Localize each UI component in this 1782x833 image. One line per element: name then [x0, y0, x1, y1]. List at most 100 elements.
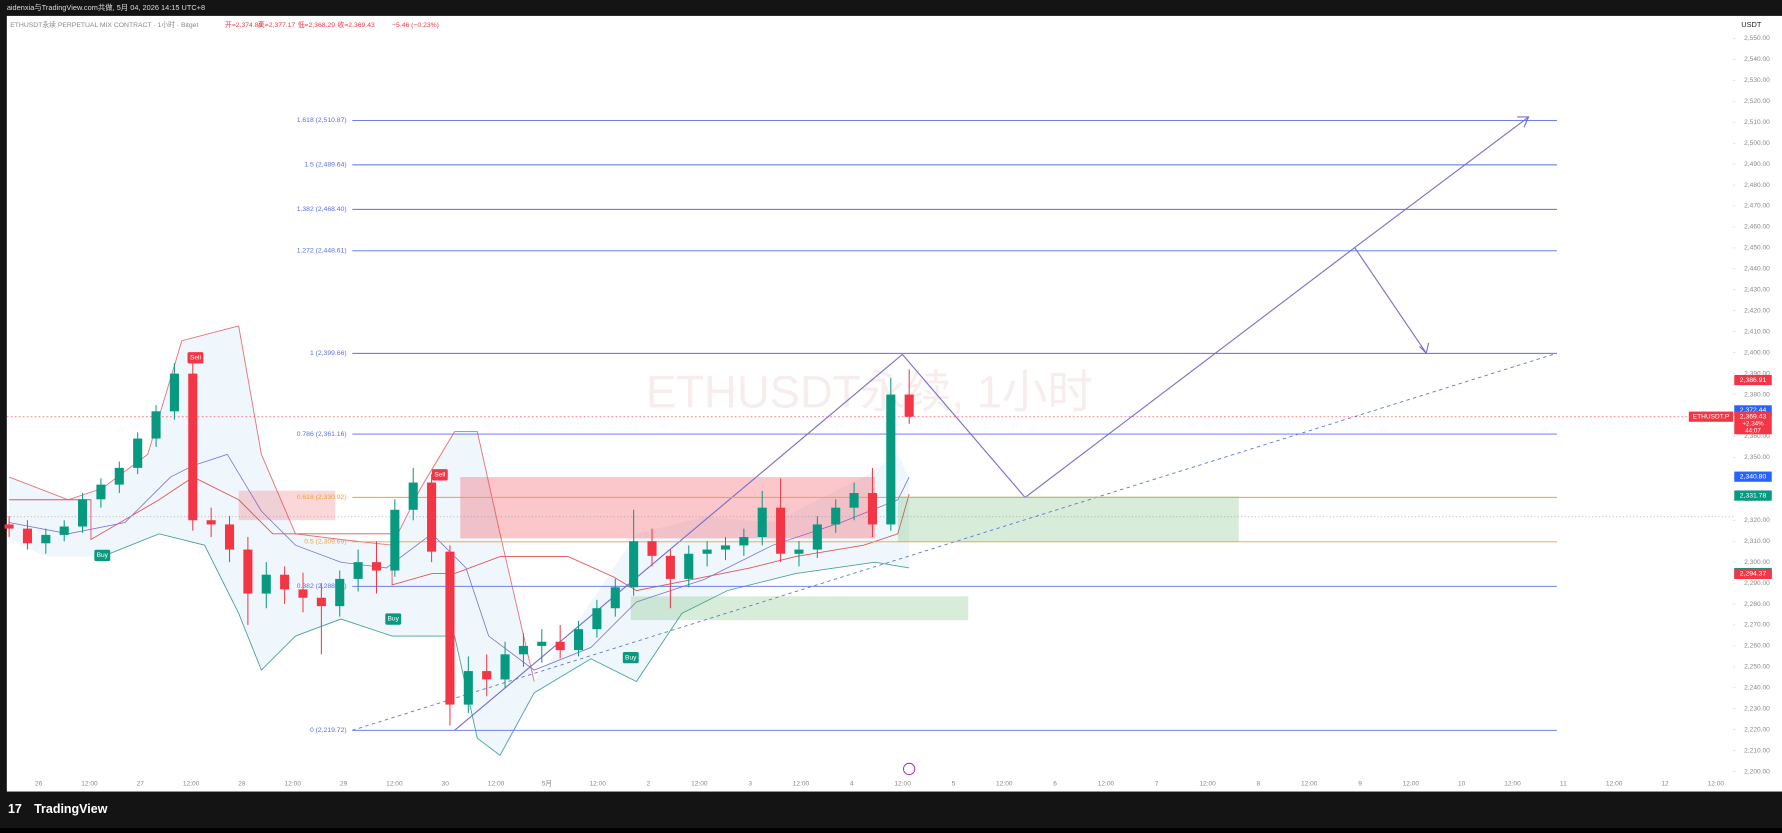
price-tag-label: 2,294.37	[1740, 571, 1767, 578]
x-tick-label: 12:00	[183, 780, 200, 787]
candle-body	[408, 482, 418, 510]
y-tick-label: 2,480.00	[1744, 182, 1770, 189]
y-tick-label: 2,210.00	[1744, 747, 1770, 754]
candle-body	[794, 549, 804, 554]
price-tag	[1734, 568, 1772, 580]
x-tick-label: 12:00	[1504, 780, 1521, 787]
logo: TradingView	[34, 802, 108, 816]
candle-body	[22, 528, 33, 544]
fib-label: 0.618 (2,330.92)	[297, 494, 347, 501]
x-tick-label: 12:00	[1199, 780, 1216, 787]
y-tick-label: 2,400.00	[1744, 349, 1770, 356]
y-tick-label: 2,490.00	[1744, 161, 1770, 168]
event-icon[interactable]	[903, 762, 916, 776]
candle-body	[280, 574, 290, 590]
candle-body	[592, 608, 602, 630]
drawings	[6, 116, 1734, 776]
y-tick-label: 2,260.00	[1744, 643, 1770, 650]
signal-label: Buy	[625, 654, 637, 661]
candle-body	[555, 641, 565, 651]
candle-body	[243, 549, 253, 594]
candle-body	[463, 671, 473, 705]
candle-body	[573, 629, 584, 651]
candle-body	[904, 394, 914, 417]
x-tick-label: 30	[442, 780, 450, 787]
signal-badge	[622, 651, 639, 664]
x-tick-label: 5	[952, 780, 956, 787]
candle-body	[4, 524, 14, 529]
signal-badge	[187, 352, 204, 364]
legend: ETHUSDT永续 PERPETUAL MIX CONTRACT · 1小时 ·…	[10, 20, 439, 29]
candle-body	[114, 467, 124, 485]
fib-label: 1 (2,399.66)	[310, 350, 347, 357]
x-tick-label: 12:00	[1606, 780, 1623, 787]
x-tick-label: 12:00	[488, 780, 505, 787]
candle-body	[316, 597, 326, 607]
candle-body	[353, 562, 363, 579]
candle-body	[96, 484, 106, 500]
x-tick-label: 27	[137, 780, 145, 787]
signal-label: Sell	[434, 472, 446, 479]
candle-body	[610, 587, 620, 609]
y-tick-label: 2,410.00	[1744, 328, 1770, 335]
x-tick-label: 12:00	[996, 780, 1013, 787]
y-tick-label: 2,440.00	[1744, 266, 1770, 273]
y-tick-label: 2,470.00	[1744, 203, 1770, 210]
fib-label: 0.5 (2,309.69)	[304, 539, 346, 546]
x-tick-label: 5月	[542, 779, 552, 787]
candle-body	[702, 549, 712, 554]
y-tick-label: 2,310.00	[1744, 538, 1770, 545]
candle-body	[335, 578, 345, 607]
price-tag-label: 2,372.44	[1740, 407, 1767, 414]
price-tag	[1734, 490, 1772, 501]
candle-body	[169, 373, 179, 412]
y-tick-label: 2,240.00	[1744, 685, 1770, 692]
trend-line	[352, 352, 1558, 731]
candle-body	[831, 507, 841, 525]
x-tick-label: 28	[238, 780, 246, 787]
y-tick-label: 2,250.00	[1744, 664, 1770, 671]
y-tick-label: 2,380.00	[1744, 391, 1770, 398]
arrow-head	[1517, 116, 1530, 128]
projection-path	[1354, 247, 1427, 354]
y-tick-label: 2,300.00	[1744, 559, 1770, 566]
y-tick-label: 2,220.00	[1744, 726, 1770, 733]
y-tick-label: 2,290.00	[1744, 580, 1770, 587]
y-tick-label: 2,350.00	[1744, 454, 1770, 461]
candle-body	[371, 562, 382, 571]
x-tick-label: 12:00	[589, 780, 606, 787]
x-tick-label: 29	[340, 780, 348, 787]
x-tick-label: 26	[35, 780, 43, 787]
y-tick-label: 2,280.00	[1744, 601, 1770, 608]
candle-body	[867, 493, 877, 525]
y-tick-label: 2,460.00	[1744, 224, 1770, 231]
demand-zone	[630, 596, 969, 621]
fib-label: 0 (2,219.72)	[310, 727, 347, 734]
fib-label: 1.382 (2,468.40)	[297, 206, 347, 213]
fib-label: 1.272 (2,448.61)	[297, 248, 347, 255]
y-tick-label: 2,270.00	[1744, 622, 1770, 629]
x-tick-label: 2	[647, 780, 651, 787]
x-tick-label: 12:00	[1708, 780, 1725, 787]
last-price-change: +2.34%	[1742, 421, 1764, 428]
x-tick-label: 11	[1560, 780, 1567, 787]
y-tick-label: 2,540.00	[1744, 56, 1770, 63]
candle-body	[133, 438, 143, 468]
y-tick-label: 2,390.00	[1744, 370, 1770, 377]
symbol-label: ETHUSDT.P	[1693, 413, 1730, 420]
fib-label: 1.618 (2,510.87)	[297, 117, 347, 124]
candle-body	[757, 507, 767, 538]
band-fill	[9, 325, 910, 756]
y-tick-label: 2,510.00	[1744, 119, 1770, 126]
candle-body	[684, 553, 694, 579]
candle-body	[41, 534, 51, 544]
y-tick-label: 2,430.00	[1744, 287, 1770, 294]
low: 低=2,368.29	[298, 20, 335, 29]
y-tick-label: 2,500.00	[1744, 140, 1770, 147]
x-tick-label: 9	[1358, 780, 1362, 787]
candle-body	[151, 411, 161, 439]
signal-label: Buy	[97, 552, 109, 559]
candle-body	[482, 671, 492, 680]
x-tick-label: 12:00	[691, 780, 708, 787]
candle-body	[500, 654, 510, 680]
